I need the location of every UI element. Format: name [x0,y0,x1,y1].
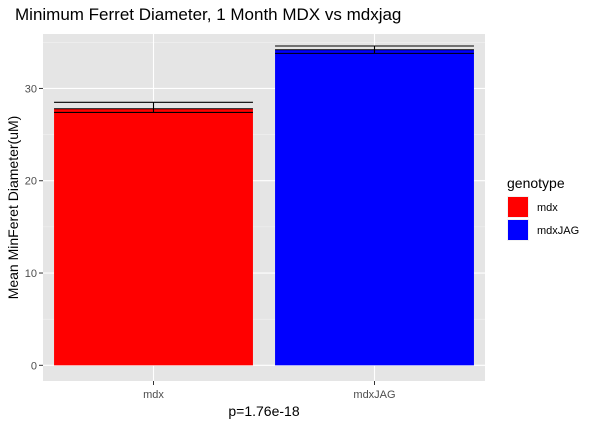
y-tick-label: 0 [31,360,37,372]
x-tick-label: mdx [143,389,164,401]
legend-key-mdx [508,197,528,217]
bars [54,45,474,366]
chart-title: Minimum Ferret Diameter, 1 Month MDX vs … [15,5,401,24]
legend-label-mdx: mdx [537,202,558,214]
bar-mdx [54,108,253,366]
y-axis-ticks: 0 10 20 30 [25,83,43,372]
legend-label-mdxJAG: mdxJAG [537,225,579,237]
legend-key-mdxJAG [508,220,528,240]
y-axis-title: Mean MinFeret Diameter(uM) [5,116,21,300]
y-tick-label: 20 [25,176,37,188]
y-tick-label: 30 [25,83,37,95]
legend-title: genotype [507,175,565,191]
legend: genotype mdx mdxJAG [507,175,579,241]
bar-mdxJAG [275,49,474,366]
x-axis-ticks: mdx mdxJAG [143,381,396,401]
x-tick-label: mdxJAG [353,389,395,401]
x-axis-title: p=1.76e-18 [228,403,299,419]
y-tick-label: 10 [25,268,37,280]
